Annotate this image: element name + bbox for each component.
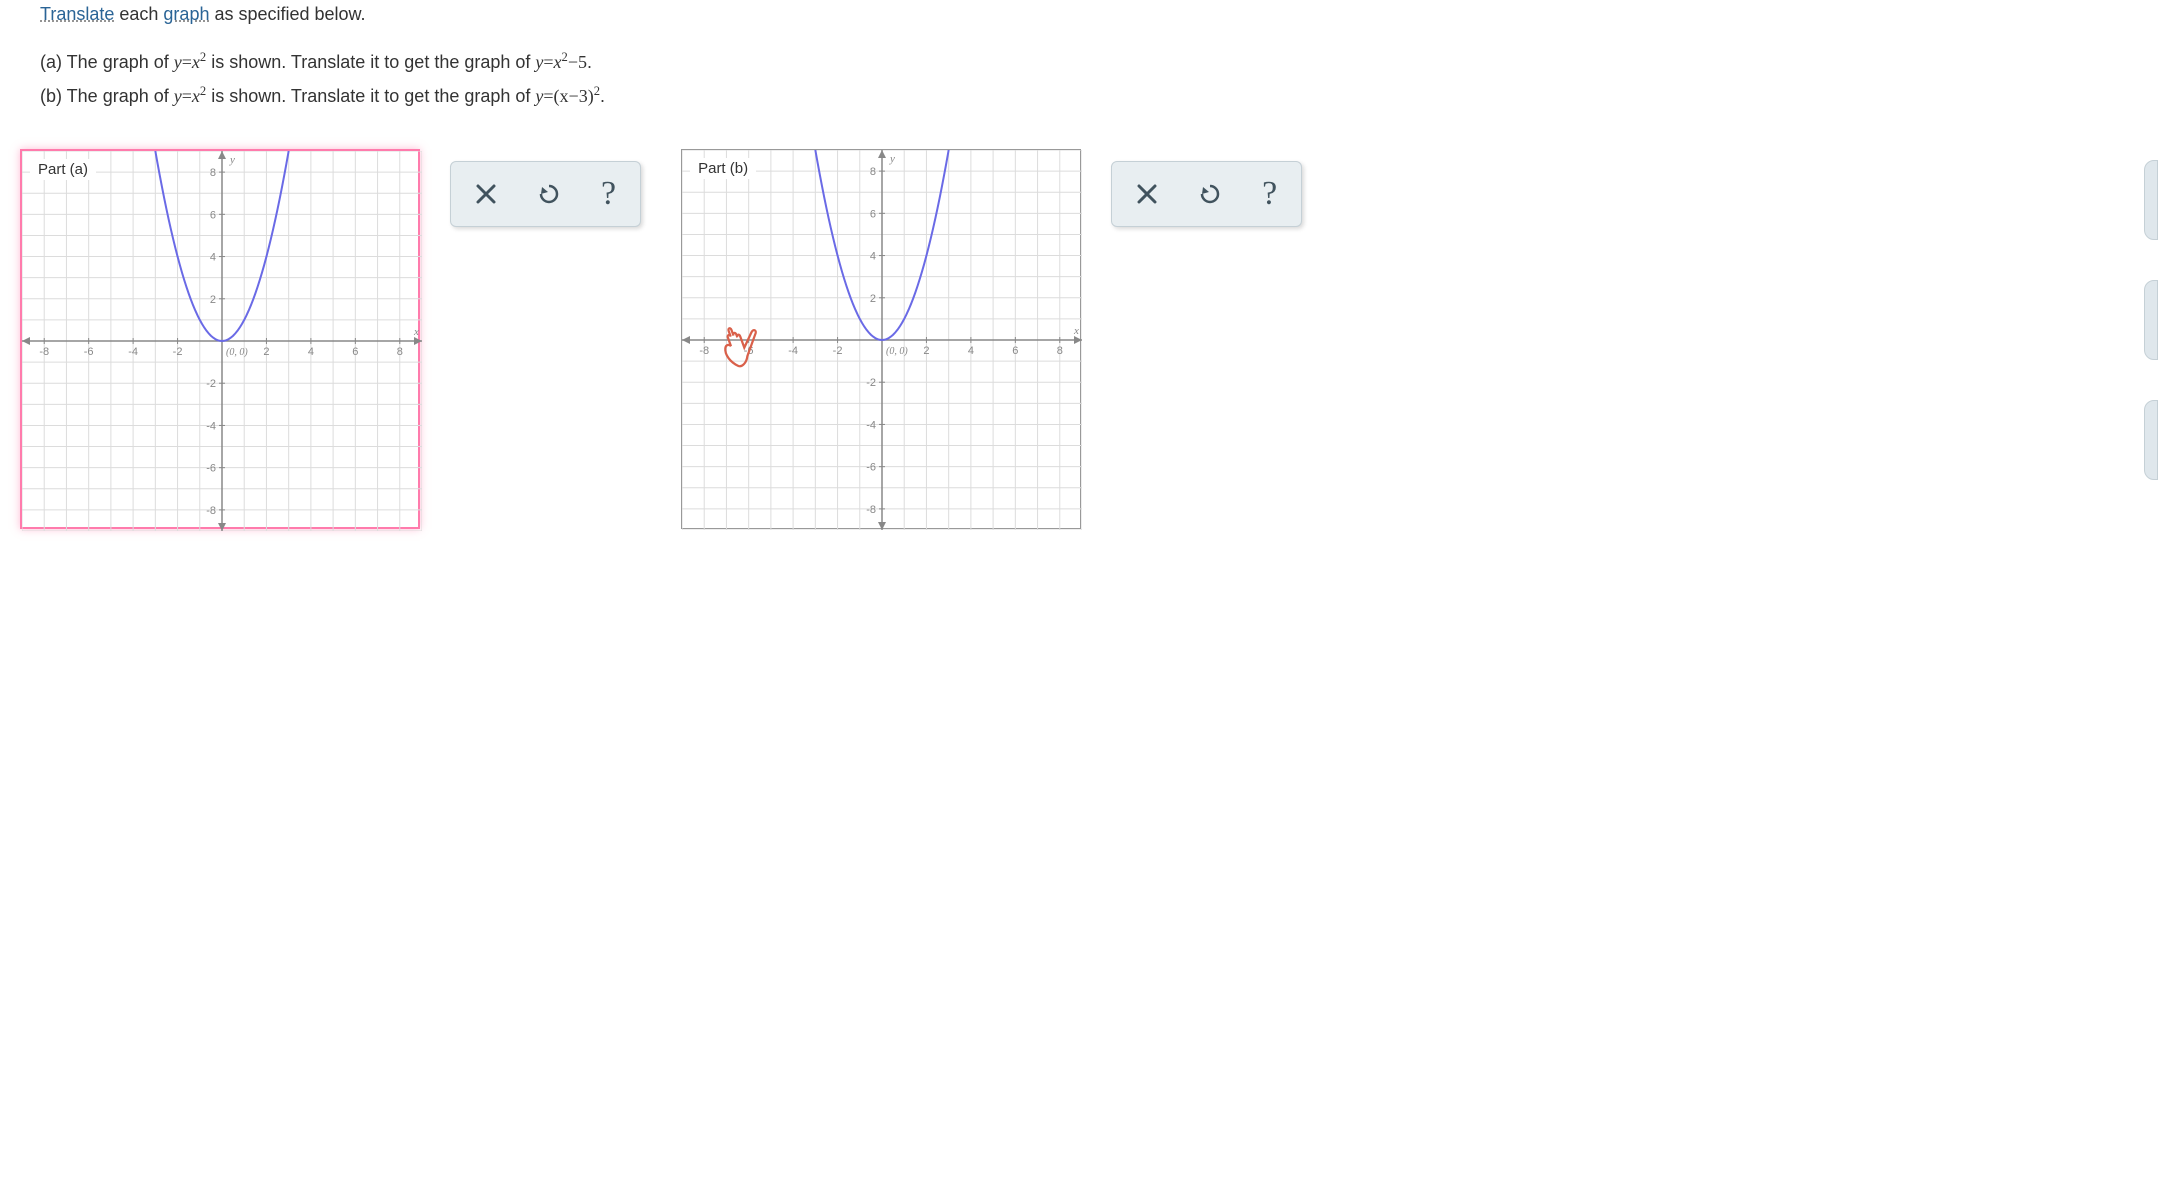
part-b-group: Part (b) -8-6-4-22468-8-6-4-22468xy(0, 0… [681,149,1302,529]
problem-b-text: (b) The graph of y=x2 is shown. Translat… [40,83,2138,109]
svg-text:-2: -2 [866,378,876,390]
clear-button[interactable] [1136,183,1158,205]
svg-text:-4: -4 [866,420,876,432]
graph-b-svg[interactable]: -8-6-4-22468-8-6-4-22468xy(0, 0) [682,150,1082,530]
undo-icon [1198,182,1222,206]
svg-text:-2: -2 [206,379,216,391]
svg-text:-8: -8 [206,505,216,517]
part-b-label: Part (b) [690,158,756,179]
svg-text:6: 6 [352,346,358,358]
svg-text:4: 4 [308,346,314,358]
svg-text:6: 6 [870,209,876,221]
part-a-group: Part (a) -8-6-4-22468-8-6-4-22468xy(0, 0… [20,149,641,529]
svg-text:2: 2 [870,293,876,305]
svg-text:4: 4 [968,345,974,357]
term-graph[interactable]: graph [163,4,209,24]
svg-text:-6: -6 [84,346,94,358]
x-icon [1136,183,1158,205]
help-button[interactable]: ? [601,177,616,211]
svg-text:-6: -6 [206,463,216,475]
svg-text:-4: -4 [128,346,138,358]
instruction-text: Translate each graph as specified below. [40,4,2138,25]
drawer-tab[interactable] [2144,160,2158,240]
svg-text:4: 4 [870,251,876,263]
svg-text:8: 8 [870,166,876,178]
graph-a-svg[interactable]: -8-6-4-22468-8-6-4-22468xy(0, 0) [22,151,422,531]
drawer-tab[interactable] [2144,280,2158,360]
svg-text:(0, 0): (0, 0) [886,346,908,357]
term-translate[interactable]: Translate [40,4,114,24]
svg-text:2: 2 [210,294,216,306]
svg-text:2: 2 [923,345,929,357]
problem-a-text: (a) The graph of y=x2 is shown. Translat… [40,49,2138,75]
svg-text:-4: -4 [788,345,798,357]
svg-text:x: x [1073,325,1079,337]
reset-button[interactable] [1198,182,1222,206]
help-button[interactable]: ? [1262,177,1277,211]
graph-part-a[interactable]: Part (a) -8-6-4-22468-8-6-4-22468xy(0, 0… [20,149,420,529]
undo-icon [537,182,561,206]
side-drawer-tabs [2144,160,2158,480]
svg-text:y: y [889,153,895,165]
svg-text:4: 4 [210,252,216,264]
svg-text:8: 8 [210,167,216,179]
drawer-tab[interactable] [2144,400,2158,480]
svg-text:6: 6 [1012,345,1018,357]
part-a-label: Part (a) [30,159,96,180]
svg-text:6: 6 [210,210,216,222]
svg-text:-2: -2 [833,345,843,357]
svg-text:y: y [229,154,235,166]
clear-button[interactable] [475,183,497,205]
svg-text:-8: -8 [866,504,876,516]
svg-text:-4: -4 [206,421,216,433]
graph-part-b[interactable]: Part (b) -8-6-4-22468-8-6-4-22468xy(0, 0… [681,149,1081,529]
toolbar-b: ? [1111,161,1302,227]
svg-text:x: x [413,326,419,338]
svg-text:8: 8 [397,346,403,358]
x-icon [475,183,497,205]
reset-button[interactable] [537,182,561,206]
svg-text:-6: -6 [866,462,876,474]
svg-text:-8: -8 [39,346,49,358]
svg-text:-8: -8 [699,345,709,357]
svg-text:2: 2 [263,346,269,358]
toolbar-a: ? [450,161,641,227]
svg-text:8: 8 [1057,345,1063,357]
svg-text:-2: -2 [173,346,183,358]
svg-text:(0, 0): (0, 0) [226,347,248,358]
